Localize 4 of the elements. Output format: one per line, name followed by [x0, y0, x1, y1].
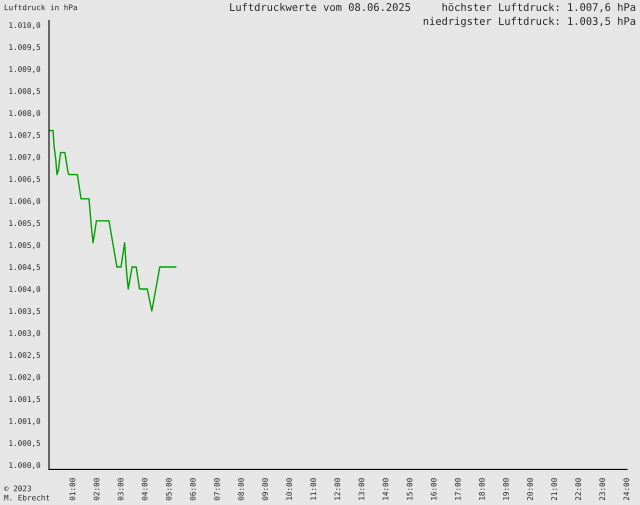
chart-title: Luftdruckwerte vom 08.06.2025 [230, 2, 410, 12]
annotation: niedrigster Luftdruck: 1.003,5 hPa [424, 16, 636, 28]
text: höchster Luftdruck: 1.007,6 hPa [442, 2, 636, 12]
line-series [49, 130, 177, 312]
